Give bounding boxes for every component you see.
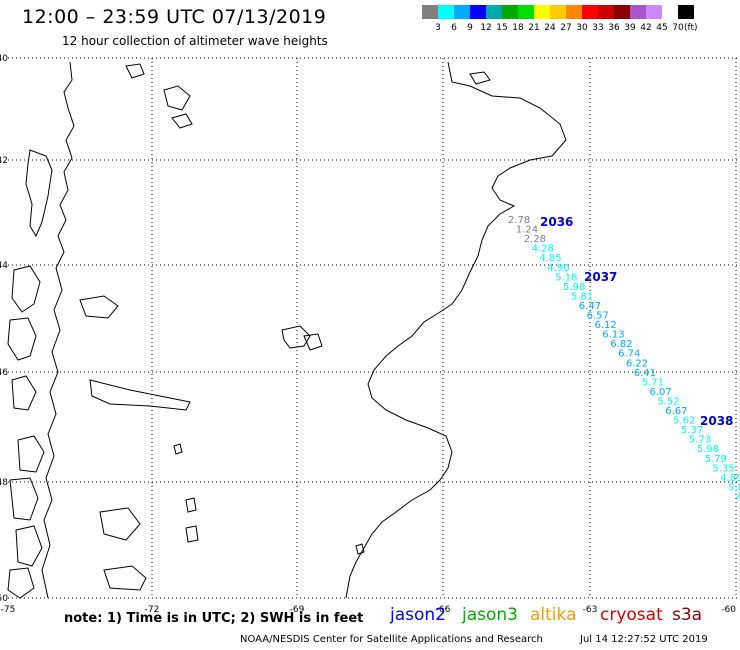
- longitude-label: -63: [583, 605, 598, 615]
- satellite-legend-altika: altika: [530, 605, 577, 625]
- color-scale-label: 30: [576, 23, 588, 33]
- color-scale-swatch: [630, 5, 646, 19]
- wave-height-observations: 2.781.242.284.284.854.905.185.985.816.47…: [508, 215, 740, 503]
- color-scale-swatch: [582, 5, 598, 19]
- wave-height-value: 6.57: [587, 311, 609, 322]
- pass-time-label: 2036: [540, 215, 573, 229]
- color-scale-label: 42: [640, 23, 652, 33]
- wave-height-value: 5.98: [697, 444, 719, 455]
- pass-time-label: 2037: [584, 270, 617, 284]
- color-scale-swatch: [422, 5, 438, 19]
- generation-timestamp: Jul 14 12:27:52 UTC 2019: [580, 634, 708, 645]
- wave-height-value: 1.24: [516, 225, 538, 236]
- longitude-labels: -75 -72 -69 -66 -63 -60: [1, 605, 737, 615]
- color-scale-swatch: [662, 5, 678, 19]
- satellite-pass-labels: 2036 2037 2038: [540, 215, 733, 428]
- credit-text: NOAA/NESDIS Center for Satellite Applica…: [240, 634, 543, 645]
- latitude-label: -48: [0, 478, 8, 488]
- wave-height-value: 5.62: [673, 416, 695, 427]
- color-scale-swatch: [438, 5, 454, 19]
- color-scale-swatch: [646, 5, 662, 19]
- longitude-label: -75: [1, 605, 16, 615]
- wave-height-value: 6.13: [602, 330, 624, 341]
- color-scale-label: 3: [435, 23, 441, 33]
- argentina-coastline: [281, 61, 567, 599]
- wave-height-value: 6.67: [665, 406, 687, 417]
- wave-height-value: 5.81: [571, 291, 593, 302]
- wave-height-value: 6.47: [579, 301, 601, 312]
- wave-height-value: 6.41: [634, 368, 656, 379]
- wave-height-value: 6.82: [610, 339, 632, 350]
- color-scale-label: 6: [451, 23, 457, 33]
- units-note: note: 1) Time is in UTC; 2) SWH is in fe…: [64, 611, 364, 626]
- color-scale-label: 12: [480, 23, 492, 33]
- longitude-label: -66: [436, 605, 451, 615]
- latitude-label: -44: [0, 261, 8, 271]
- wave-height-value: 5.52: [657, 397, 679, 408]
- color-scale-swatch: [566, 5, 582, 19]
- color-scale-swatch: [518, 5, 534, 19]
- wave-height-value: 6.74: [618, 349, 640, 360]
- latitude-labels: -40 -42 -44 -46 -48 -50: [0, 54, 8, 604]
- wave-height-value: 4: [736, 492, 740, 503]
- wave-height-value: 5.71: [642, 377, 664, 388]
- color-scale-swatch: [678, 5, 694, 19]
- color-scale-swatch: [470, 5, 486, 19]
- map-title: 12:00 – 23:59 UTC 07/13/2019: [22, 6, 327, 28]
- wave-height-value: 5.98: [563, 282, 585, 293]
- satellite-legend-s3a: s3a: [672, 605, 703, 625]
- latitude-label: -50: [0, 594, 8, 604]
- longitude-label: -72: [145, 605, 160, 615]
- wave-height-value: 4.89: [720, 473, 740, 484]
- wave-height-value: 6.22: [626, 358, 648, 369]
- color-scale-label: 33: [592, 23, 604, 33]
- wave-height-value: 6.07: [650, 387, 672, 398]
- wave-height-value: 5.18: [555, 272, 577, 283]
- latitude-label: -42: [0, 156, 8, 166]
- color-scale-swatch: [502, 5, 518, 19]
- color-scale-label: 27: [560, 23, 572, 33]
- color-scale-label: 18: [512, 23, 524, 33]
- wave-height-value: 5.8: [728, 482, 740, 493]
- color-scale-label: 45: [656, 23, 668, 33]
- color-scale-label: 9: [467, 23, 473, 33]
- color-scale-label: 24: [544, 23, 556, 33]
- wave-height-value: 5.73: [689, 435, 711, 446]
- wave-height-value: 4.85: [539, 253, 561, 264]
- wave-height-value: 2.28: [524, 234, 546, 245]
- wave-height-value: 2.78: [508, 215, 530, 226]
- color-scale-unit: (ft): [684, 23, 698, 33]
- color-scale-swatch: [598, 5, 614, 19]
- wave-height-value: 5.37: [681, 425, 703, 436]
- color-scale-swatch: [614, 5, 630, 19]
- satellite-legend-jason3: jason3: [462, 605, 518, 625]
- latitude-label: -46: [0, 368, 8, 378]
- wave-height-value: 5.79: [705, 454, 727, 465]
- lat-lon-grid: [8, 57, 740, 599]
- color-scale-label: 70: [672, 23, 684, 33]
- satellite-legend-jason2: jason2: [390, 605, 446, 625]
- color-scale-label: 21: [528, 23, 540, 33]
- color-scale-label: 36: [608, 23, 620, 33]
- pass-time-label: 2038: [700, 414, 733, 428]
- satellite-legend-cryosat: cryosat: [600, 605, 663, 625]
- longitude-label: -69: [290, 605, 305, 615]
- wave-height-value: 5.35: [712, 463, 734, 474]
- color-scale-label: 15: [496, 23, 508, 33]
- chile-coastline: [7, 61, 199, 599]
- color-scale-swatch: [550, 5, 566, 19]
- latitude-label: -40: [0, 54, 8, 64]
- map-subtitle: 12 hour collection of altimeter wave hei…: [62, 34, 328, 48]
- color-scale-swatch: [486, 5, 502, 19]
- color-scale-swatch: [534, 5, 550, 19]
- wave-height-value: 4.90: [547, 263, 569, 274]
- wave-height-value: 4.28: [532, 244, 554, 255]
- color-scale-label: 39: [624, 23, 636, 33]
- wave-height-value: 6.12: [595, 320, 617, 331]
- color-scale-swatch: [454, 5, 470, 19]
- longitude-label: -60: [721, 605, 736, 615]
